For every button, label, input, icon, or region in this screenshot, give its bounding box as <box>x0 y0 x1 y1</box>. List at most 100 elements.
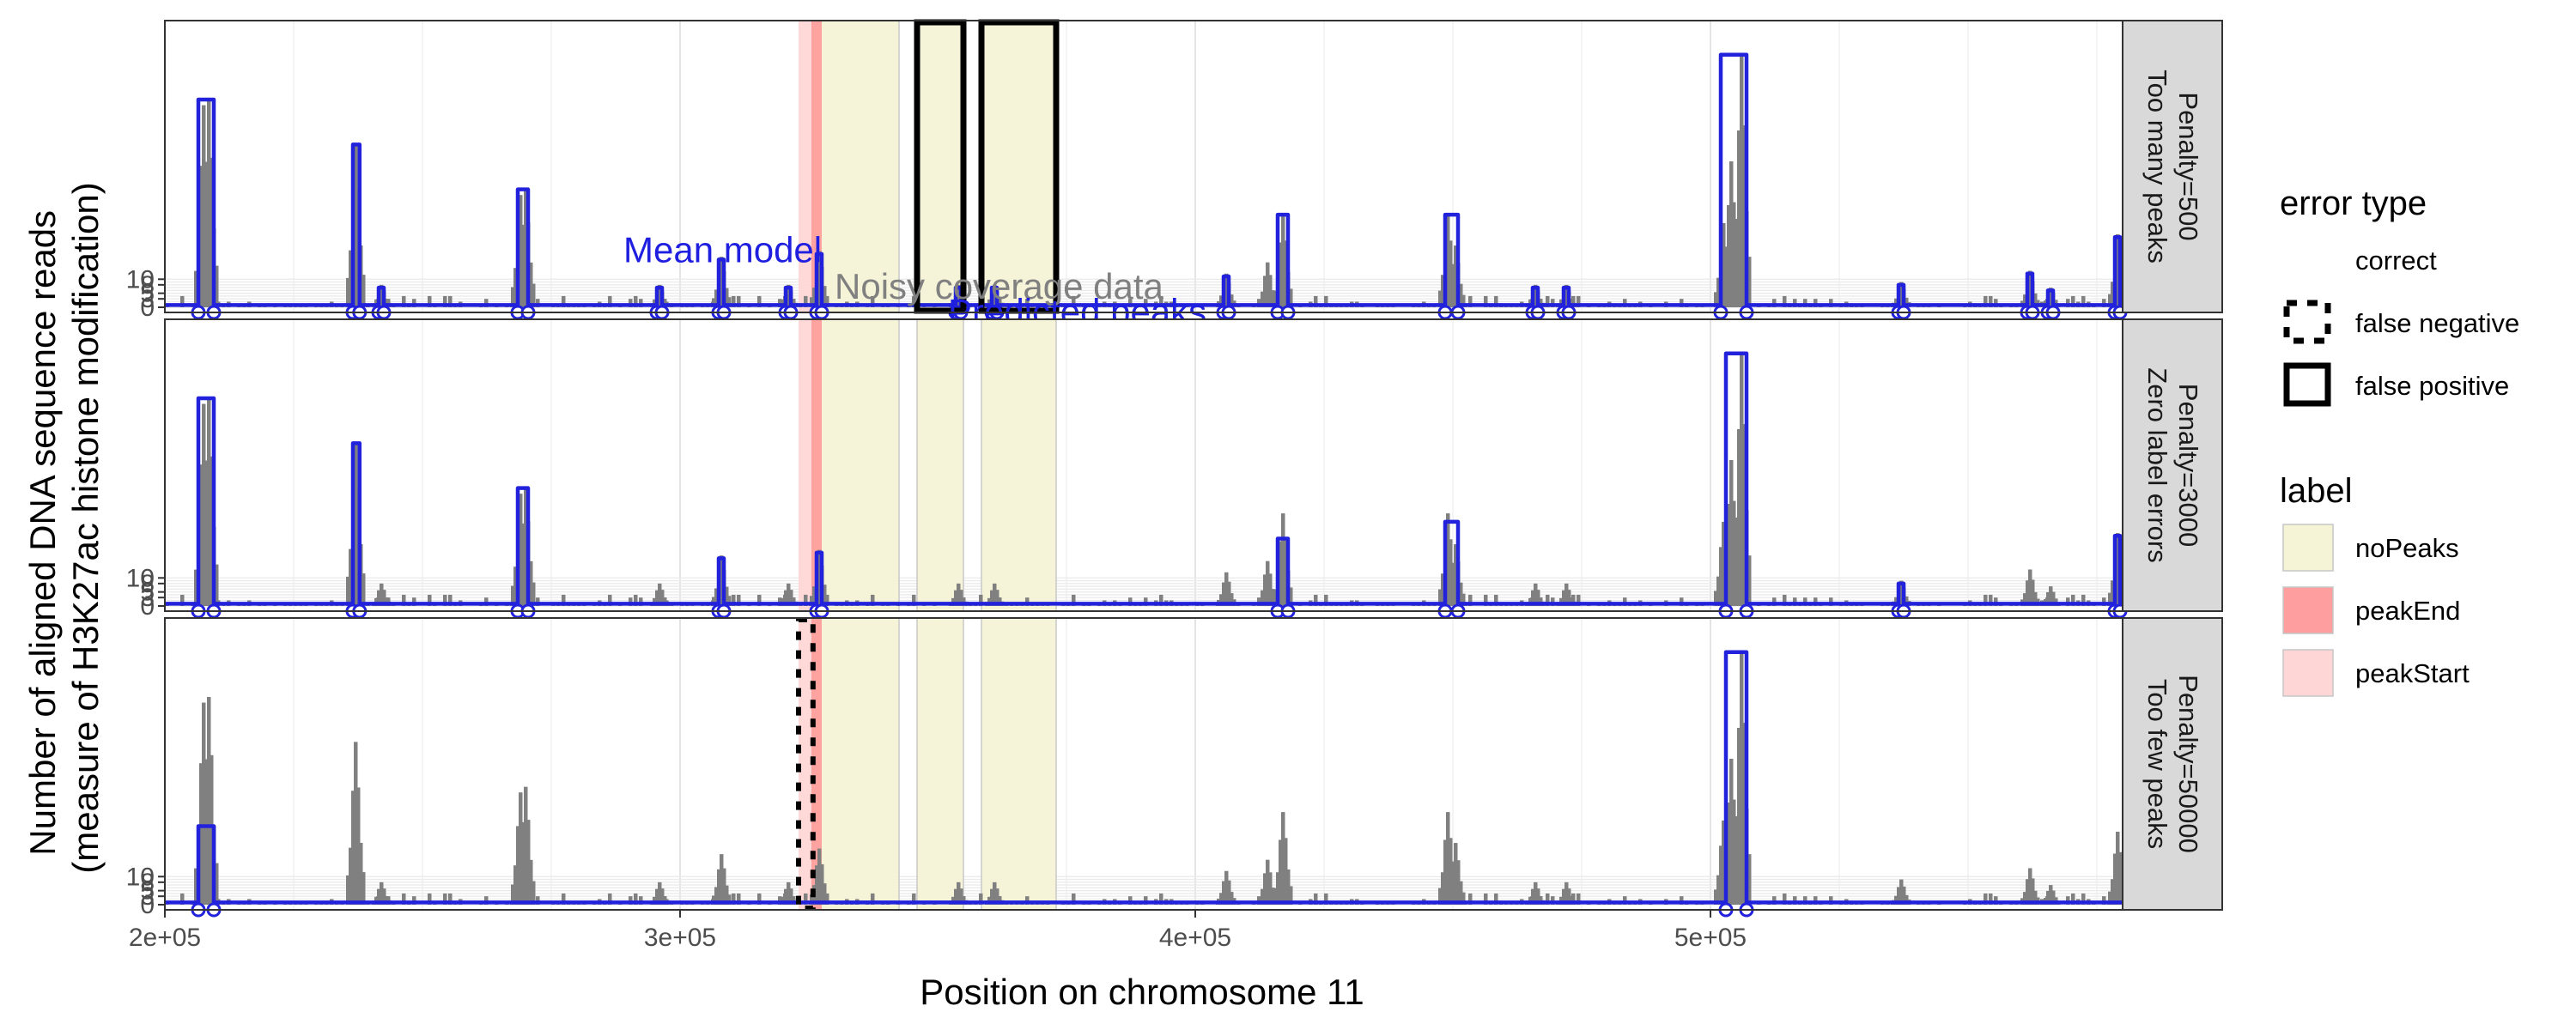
legend-entry: peakStart <box>2282 649 2470 697</box>
legend-section-1: error type correct false negative false pos… <box>2280 185 2519 407</box>
coverage-bar <box>1536 888 1540 905</box>
coverage-bar <box>428 893 432 905</box>
coverage-bar <box>1727 802 1731 905</box>
coverage-bar <box>629 299 633 307</box>
coverage-bar <box>2102 597 2106 606</box>
coverage-bar <box>1449 240 1453 307</box>
coverage-bar <box>380 583 384 606</box>
coverage-bar <box>1261 590 1265 606</box>
coverage-bar <box>1994 896 1998 905</box>
error-false-positive <box>978 19 1060 314</box>
coverage-bar <box>1814 299 1818 307</box>
coverage-bar <box>1025 597 1030 606</box>
coverage-bar <box>519 564 523 606</box>
coverage-bar <box>448 594 453 606</box>
coverage-bar <box>993 583 997 606</box>
coverage-bar <box>1737 727 1741 905</box>
vertical-grid <box>164 21 2098 312</box>
coverage-bar <box>516 826 520 905</box>
coverage-bar <box>385 299 389 307</box>
label-region-noPeaks <box>981 20 1057 313</box>
coverage-bar <box>1449 882 1453 905</box>
coverage-bar <box>737 893 741 905</box>
coverage-bar <box>1443 839 1448 905</box>
coverage-bar <box>725 288 729 307</box>
coverage-bar <box>720 257 724 307</box>
coverage-bar <box>1271 290 1275 307</box>
mean-model-line <box>165 52 2123 307</box>
coverage-bar <box>1742 723 1747 905</box>
coverage-bar <box>787 583 791 606</box>
coverage-bar <box>402 295 406 307</box>
coverage-bar <box>1740 353 1744 606</box>
coverage-bar <box>1562 590 1566 606</box>
coverage-bar <box>1284 240 1288 307</box>
coverage-bar <box>1449 838 1453 905</box>
coverage-bar <box>562 295 566 307</box>
coverage-bar <box>1144 597 1148 606</box>
coverage-bar <box>1454 843 1458 905</box>
coverage-bar <box>519 265 523 307</box>
coverage-bar <box>202 533 206 606</box>
coverage-bar <box>1281 513 1285 606</box>
legend-title: error type <box>2280 185 2427 222</box>
coverage-bar <box>2118 851 2123 905</box>
coverage-bar <box>361 872 366 905</box>
coverage-bar <box>2026 879 2030 905</box>
coverage-bar <box>412 896 416 905</box>
coverage-bar <box>443 594 447 606</box>
coverage-bar <box>608 594 612 606</box>
coverage-bar <box>1324 594 1328 606</box>
coverage-bar <box>202 702 206 905</box>
coverage-bar <box>2108 592 2112 606</box>
coverage-bar <box>757 295 762 307</box>
coverage-bar <box>1722 579 1726 606</box>
coverage-bar <box>484 597 489 606</box>
coverage-bar <box>1438 589 1443 606</box>
coverage-bar <box>727 297 732 307</box>
coverage-bar <box>519 195 523 307</box>
coverage-bar <box>1803 896 1807 905</box>
facet-strip <box>2122 20 2223 313</box>
y-tick-label: 8 <box>140 570 155 598</box>
coverage-bar <box>1722 521 1726 606</box>
coverage-bar <box>954 590 958 606</box>
coverage-bar <box>521 821 526 905</box>
coverage-bar <box>1449 539 1453 606</box>
coverage-bar <box>1905 894 1909 905</box>
coverage-bar <box>1494 893 1498 905</box>
coverage-bar <box>529 262 533 307</box>
coverage-bar <box>1459 582 1463 606</box>
coverage-bar <box>1438 290 1443 307</box>
coverage-bar <box>1894 597 1899 606</box>
coverage-bar <box>1829 896 1833 905</box>
coverage-bar <box>2023 294 2027 307</box>
coverage-bar <box>382 590 386 606</box>
coverage-bar <box>1732 262 1736 307</box>
coverage-bar <box>402 594 406 606</box>
coverage-bar <box>1273 888 1278 905</box>
coverage-bar <box>1899 879 1904 905</box>
legend: error type correct false negative false pos… <box>2280 185 2519 697</box>
coverage-bar <box>1727 204 1731 307</box>
coverage-bar <box>2113 853 2117 905</box>
y-tick-label: 5 <box>140 877 155 906</box>
coverage-bar <box>727 894 732 905</box>
coverage-bar <box>1803 597 1807 606</box>
coverage-bar <box>204 161 209 307</box>
coverage-bar <box>346 576 350 606</box>
label-region-noPeaks <box>811 20 900 313</box>
y-tick-label: 10 <box>126 265 155 294</box>
coverage-bar <box>757 594 762 606</box>
coverage-bar <box>2108 294 2112 307</box>
legend-label: false positive <box>2355 371 2509 401</box>
coverage-bar <box>532 582 536 606</box>
coverage-bar <box>720 854 724 905</box>
coverage-bar <box>202 832 206 905</box>
coverage-bar <box>1289 288 1293 307</box>
y-tick-label: 3 <box>140 584 155 612</box>
coverage-bar <box>1451 264 1455 307</box>
coverage-bar <box>962 597 966 606</box>
coverage-bar <box>1772 597 1777 606</box>
